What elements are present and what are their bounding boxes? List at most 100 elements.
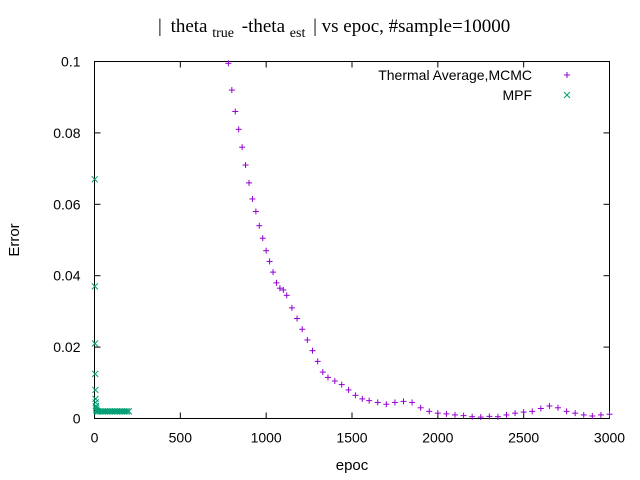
series-0-point-19 — [294, 315, 301, 322]
series-0-point-37 — [417, 404, 424, 411]
series-0-point-6 — [246, 179, 252, 186]
series-0-point-42 — [460, 412, 467, 419]
series-0-point-45 — [486, 413, 493, 420]
y-tick-label-0: 0 — [73, 411, 81, 427]
series-1-point-29 — [123, 408, 131, 415]
legend-marker-symbol-0 — [564, 72, 570, 78]
chart-title: | theta true -theta est | vs epoc, #samp… — [158, 16, 510, 42]
series-0-point-2 — [232, 108, 239, 115]
series-0-point-28 — [345, 386, 352, 393]
series-0-point-50 — [529, 408, 536, 415]
series-0-point-57 — [589, 413, 596, 420]
series-0-point-0 — [225, 60, 232, 67]
series-0-point-3 — [235, 126, 242, 133]
series-0-point-32 — [374, 399, 381, 406]
axis-ticks — [94, 61, 610, 419]
x-axis-label: epoc — [336, 457, 369, 474]
legend-marker-symbol-1 — [563, 91, 571, 99]
series-0-point-15 — [276, 285, 283, 292]
series-1-point-3 — [91, 370, 99, 378]
series-0-point-11 — [263, 247, 270, 254]
series-0-point-48 — [512, 410, 519, 417]
y-tick-label-3: 0.06 — [53, 196, 80, 212]
title-theta: theta — [171, 16, 208, 37]
title-est-subscript: est — [290, 26, 306, 41]
series-0-point-14 — [273, 279, 280, 286]
series-0-point-41 — [452, 411, 458, 418]
series-0-point-34 — [391, 399, 398, 406]
y-axis-label: Error — [6, 223, 23, 256]
series-0-point-24 — [319, 369, 326, 376]
series-0-point-12 — [266, 258, 273, 265]
plot-frame — [94, 61, 610, 419]
x-tick-label-5: 2500 — [508, 430, 539, 446]
series-layer — [91, 60, 613, 421]
series-0-point-58 — [597, 411, 604, 418]
series-0-point-1 — [228, 87, 235, 94]
series-1-point-1 — [91, 283, 99, 290]
x-tick-label-2: 1000 — [251, 430, 282, 446]
title-true-subscript: true — [212, 26, 234, 41]
series-0-point-18 — [288, 304, 295, 311]
legend: Thermal Average,MCMC MPF — [378, 67, 571, 103]
series-0-point-8 — [252, 208, 259, 215]
legend-label-mpf: MPF — [502, 87, 532, 103]
series-0-point-44 — [477, 414, 484, 421]
series-0-point-35 — [400, 398, 407, 405]
series-1-point-4 — [92, 386, 99, 394]
series-0-point-49 — [520, 409, 527, 416]
series-0 — [225, 60, 613, 421]
series-0-point-38 — [426, 408, 433, 415]
series-0-point-29 — [352, 392, 359, 399]
legend-marker-mpf — [563, 91, 571, 99]
x-tick-label-1: 500 — [169, 430, 193, 446]
series-0-point-39 — [434, 410, 441, 417]
series-0-point-40 — [443, 410, 450, 417]
x-tick-label-0: 0 — [91, 430, 99, 446]
title-rest: | vs epoc, #sample=10000 — [313, 16, 510, 37]
series-0-point-23 — [314, 358, 321, 365]
axis-tick-labels: 0 500 1000 1500 2000 2500 3000 0 0.02 0.04 0.06 0.0… — [53, 54, 625, 446]
series-0-point-43 — [469, 413, 476, 420]
title-bar-left: | — [158, 16, 162, 37]
y-tick-label-4: 0.08 — [53, 125, 80, 141]
series-1-point-2 — [91, 340, 99, 347]
series-0-point-5 — [242, 162, 249, 169]
x-tick-label-6: 3000 — [594, 430, 625, 446]
series-0-point-36 — [409, 399, 416, 406]
series-0-point-47 — [503, 411, 510, 418]
series-0-point-26 — [331, 378, 338, 385]
series-0-point-4 — [239, 144, 246, 151]
title-minus-theta: -theta — [242, 16, 286, 37]
series-0-point-46 — [494, 413, 501, 420]
series-0-point-33 — [383, 401, 390, 408]
y-tick-label-1: 0.02 — [53, 339, 80, 355]
series-0-point-9 — [256, 222, 263, 229]
series-1 — [91, 175, 133, 415]
series-1-point-30 — [125, 408, 133, 415]
series-0-point-30 — [359, 395, 366, 402]
series-0-point-21 — [304, 336, 311, 343]
series-0-point-51 — [537, 405, 544, 412]
series-0-point-55 — [572, 410, 579, 417]
series-0-point-52 — [546, 403, 553, 410]
series-0-point-56 — [580, 411, 587, 418]
series-0-point-16 — [280, 286, 287, 293]
series-0-point-7 — [249, 195, 256, 202]
series-0-point-20 — [299, 326, 306, 333]
y-tick-label-5: 0.1 — [61, 54, 81, 70]
series-0-point-54 — [563, 408, 570, 415]
y-tick-label-2: 0.04 — [53, 268, 80, 284]
series-0-point-13 — [270, 269, 277, 276]
series-0-point-59 — [606, 411, 613, 418]
series-0-point-10 — [259, 235, 266, 242]
series-0-point-31 — [366, 397, 373, 404]
x-tick-label-3: 1500 — [336, 430, 367, 446]
series-0-point-25 — [324, 374, 331, 381]
legend-marker-mcmc — [564, 72, 570, 78]
series-0-point-53 — [555, 404, 561, 411]
series-1-point-0 — [91, 175, 99, 183]
series-0-point-22 — [309, 347, 316, 354]
x-tick-label-4: 2000 — [422, 430, 453, 446]
